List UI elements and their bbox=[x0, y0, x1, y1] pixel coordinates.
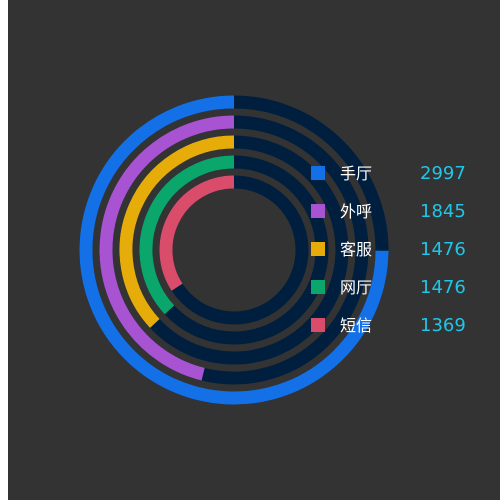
legend-label: 客服 bbox=[340, 240, 372, 259]
legend-value: 1476 bbox=[420, 239, 466, 260]
legend-label: 短信 bbox=[340, 316, 372, 335]
legend-value: 1476 bbox=[420, 277, 466, 298]
chart-area: 手厅 2997 外呼 1845 客服 1476 网厅 1476 短信 1369 bbox=[8, 0, 500, 500]
legend-label: 手厅 bbox=[340, 164, 372, 183]
legend-swatch bbox=[311, 280, 325, 294]
ring-bar-4[interactable] bbox=[139, 155, 235, 315]
radial-bar-chart: 手厅 2997 外呼 1845 客服 1476 网厅 1476 短信 1369 bbox=[79, 95, 466, 405]
ring-bar-2[interactable] bbox=[99, 115, 235, 381]
legend-swatch bbox=[311, 318, 325, 332]
legend-swatch bbox=[311, 166, 325, 180]
legend-label: 外呼 bbox=[340, 202, 372, 221]
ring-bar-3[interactable] bbox=[119, 135, 235, 328]
legend: 手厅 2997 外呼 1845 客服 1476 网厅 1476 短信 1369 bbox=[311, 163, 466, 336]
legend-swatch bbox=[311, 242, 325, 256]
legend-value: 2997 bbox=[420, 163, 466, 184]
rings-group bbox=[79, 95, 389, 405]
ring-bar-1[interactable] bbox=[79, 95, 389, 405]
ring-bar-5[interactable] bbox=[159, 175, 235, 291]
legend-value: 1369 bbox=[420, 315, 466, 336]
legend-label: 网厅 bbox=[340, 278, 372, 297]
legend-swatch bbox=[311, 204, 325, 218]
legend-value: 1845 bbox=[420, 201, 466, 222]
